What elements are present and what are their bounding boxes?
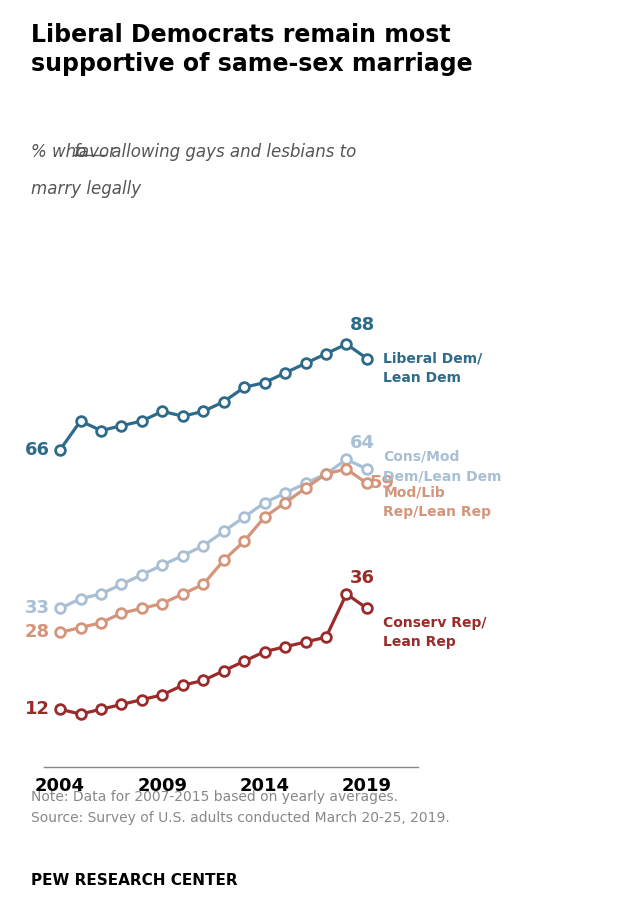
Text: 66: 66 (25, 441, 50, 459)
Text: % who: % who (31, 143, 92, 161)
Text: Liberal Democrats remain most
supportive of same-sex marriage: Liberal Democrats remain most supportive… (31, 23, 473, 76)
Text: 59: 59 (370, 474, 395, 492)
Text: 88: 88 (349, 317, 375, 334)
Text: favor: favor (74, 143, 117, 161)
Text: 64: 64 (349, 434, 374, 452)
Text: Cons/Mod
Dem/Lean Dem: Cons/Mod Dem/Lean Dem (383, 450, 502, 483)
Text: 33: 33 (25, 600, 50, 617)
Text: allowing gays and lesbians to: allowing gays and lesbians to (106, 143, 356, 161)
Text: Note: Data for 2007-2015 based on yearly averages.
Source: Survey of U.S. adults: Note: Data for 2007-2015 based on yearly… (31, 790, 450, 824)
Text: 36: 36 (349, 569, 374, 587)
Text: 12: 12 (25, 700, 50, 718)
Text: 28: 28 (25, 624, 50, 641)
Text: PEW RESEARCH CENTER: PEW RESEARCH CENTER (31, 873, 238, 888)
Text: Liberal Dem/
Lean Dem: Liberal Dem/ Lean Dem (383, 351, 482, 385)
Text: marry legally: marry legally (31, 180, 141, 198)
Text: Conserv Rep/
Lean Rep: Conserv Rep/ Lean Rep (383, 615, 487, 650)
Text: Mod/Lib
Rep/Lean Rep: Mod/Lib Rep/Lean Rep (383, 486, 491, 519)
